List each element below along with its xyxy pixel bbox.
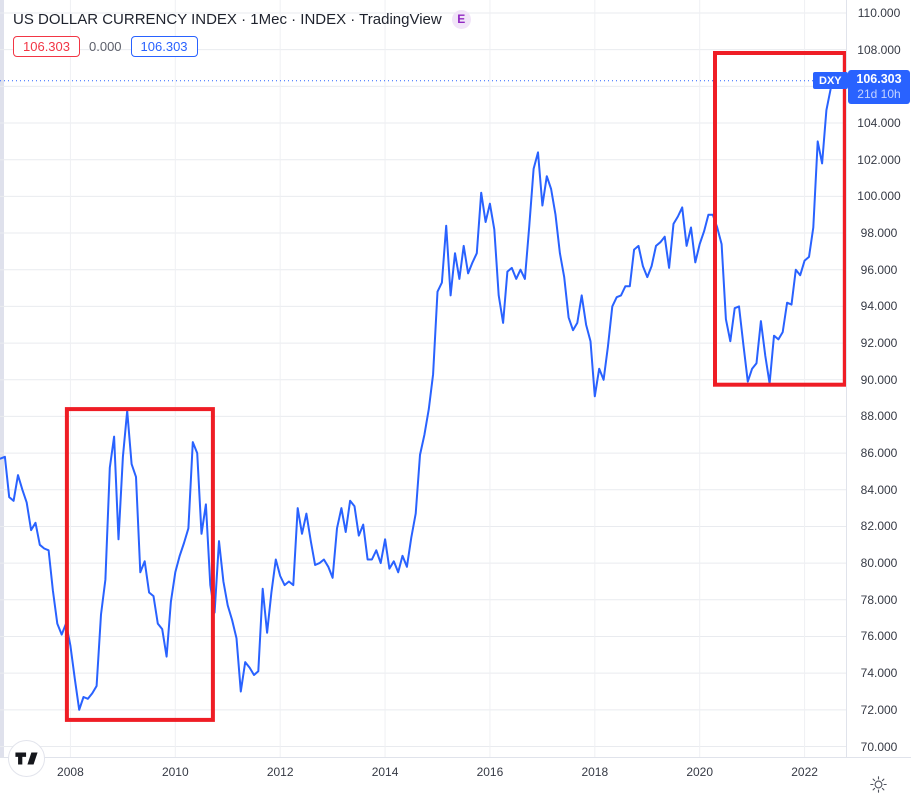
tradingview-logo-icon bbox=[15, 752, 38, 765]
y-axis-label: 72.000 bbox=[860, 702, 898, 717]
exchange-badge[interactable]: E bbox=[451, 9, 471, 29]
symbol-title-row[interactable]: US DOLLAR CURRENCY INDEX · 1Mec · INDEX … bbox=[13, 9, 471, 29]
y-axis-label: 96.000 bbox=[860, 262, 898, 277]
x-axis-label: 2010 bbox=[161, 765, 189, 779]
y-axis-label: 94.000 bbox=[860, 299, 898, 314]
y-axis-label: 84.000 bbox=[860, 482, 898, 497]
x-axis-label: 2022 bbox=[791, 765, 818, 779]
symbol-title[interactable]: US DOLLAR CURRENCY INDEX · 1Mec · INDEX … bbox=[13, 10, 442, 28]
x-axis-label: 2016 bbox=[476, 765, 504, 779]
y-axis-label: 82.000 bbox=[860, 519, 898, 534]
price-axis[interactable]: 110.000108.000106.000104.000102.000100.0… bbox=[847, 0, 911, 757]
price-line-series bbox=[0, 79, 837, 711]
x-axis-label: 2018 bbox=[581, 765, 609, 779]
y-axis-label: 100.000 bbox=[857, 189, 901, 204]
y-axis-label: 74.000 bbox=[860, 666, 898, 681]
bar-countdown: 21d 10h bbox=[857, 86, 901, 101]
x-axis-label: 2020 bbox=[686, 765, 714, 779]
legend-values-row: 106.303 0.000 106.303 bbox=[13, 35, 198, 58]
y-axis-label: 86.000 bbox=[860, 446, 898, 461]
x-axis-label: 2014 bbox=[371, 765, 399, 779]
y-axis-label: 80.000 bbox=[860, 556, 898, 571]
y-axis-label: 102.000 bbox=[857, 152, 901, 167]
x-axis-label: 2008 bbox=[57, 765, 84, 779]
y-axis-label: 92.000 bbox=[860, 336, 898, 351]
sun-icon bbox=[869, 775, 887, 793]
y-axis-label: 104.000 bbox=[857, 116, 901, 131]
series-symbol-marker[interactable]: DXY bbox=[813, 72, 848, 90]
x-axis-label: 2012 bbox=[266, 765, 294, 779]
tradingview-logo[interactable] bbox=[8, 740, 45, 777]
time-axis[interactable]: 2008 2010 2012 2014 2016 2018 2020 2022 bbox=[0, 758, 911, 799]
price-axis-border bbox=[846, 0, 847, 757]
change-value: 0.000 bbox=[89, 39, 122, 54]
y-axis-label: 88.000 bbox=[860, 409, 898, 424]
current-price-value: 106.303 bbox=[856, 71, 902, 86]
y-axis-label: 70.000 bbox=[860, 739, 898, 754]
annotation-rectangle[interactable] bbox=[713, 51, 847, 387]
current-price-badge[interactable]: 106.303 21d 10h bbox=[848, 69, 910, 104]
y-axis-label: 78.000 bbox=[860, 592, 898, 607]
y-axis-label: 108.000 bbox=[857, 42, 901, 57]
y-axis-label: 98.000 bbox=[860, 226, 898, 241]
left-edge-strip bbox=[0, 0, 4, 799]
y-axis-label: 76.000 bbox=[860, 629, 898, 644]
close-price-pill[interactable]: 106.303 bbox=[130, 36, 198, 57]
time-axis-border bbox=[0, 757, 911, 758]
open-price-pill[interactable]: 106.303 bbox=[13, 36, 80, 57]
y-axis-label: 110.000 bbox=[857, 6, 901, 20]
theme-toggle-button[interactable] bbox=[868, 774, 888, 794]
annotation-rectangle[interactable] bbox=[64, 407, 215, 722]
y-axis-label: 90.000 bbox=[860, 372, 898, 387]
